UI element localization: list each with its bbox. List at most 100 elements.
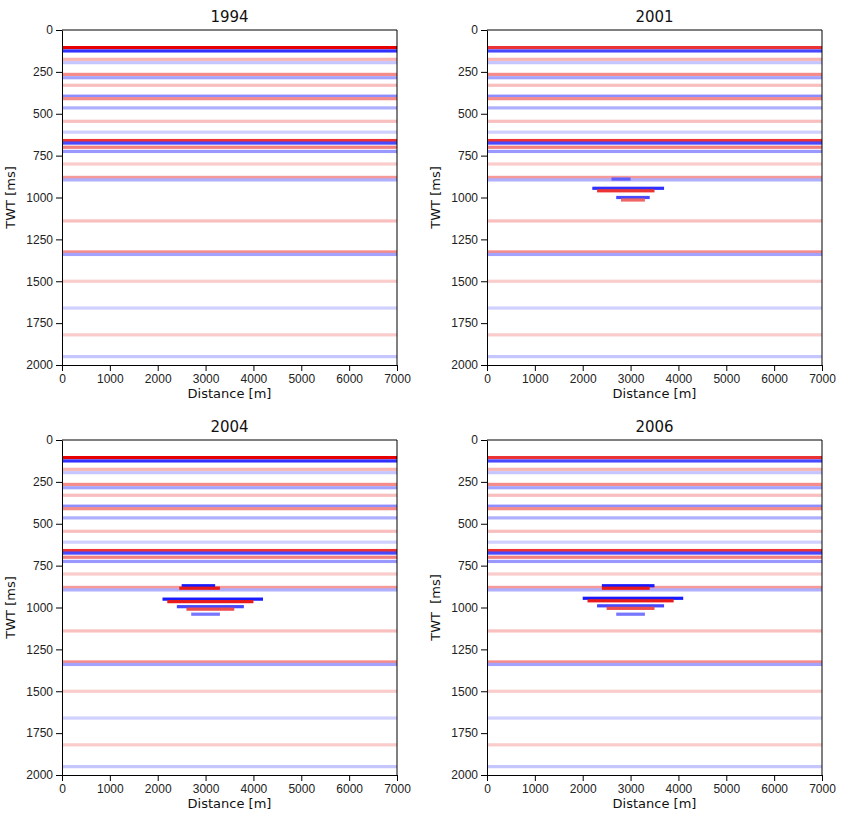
tick-label: 2000: [451, 358, 478, 372]
tick-mark: [774, 775, 775, 781]
axis-line: [62, 31, 63, 366]
tick-mark: [481, 691, 487, 692]
tick-label: 3000: [193, 372, 220, 386]
tick: 0: [46, 433, 62, 447]
tick-mark: [56, 323, 62, 324]
tick: 1000: [522, 775, 549, 796]
reflector: [487, 551, 822, 554]
tick-mark: [56, 733, 62, 734]
tick-mark: [481, 524, 487, 525]
tick-label: 5000: [288, 372, 315, 386]
reflector: [487, 507, 822, 510]
reflector: [62, 572, 397, 575]
tick: 750: [33, 559, 62, 573]
reflector: [62, 483, 397, 486]
reflector: [487, 560, 822, 563]
panel: 0100020003000400050006000700002505007501…: [3, 418, 411, 811]
tick: 1000: [26, 191, 62, 205]
tick-label: 750: [458, 149, 478, 163]
tick-mark: [583, 365, 584, 371]
reflector: [487, 716, 822, 719]
reflector: [487, 483, 822, 486]
tick: 0: [46, 23, 62, 37]
reflector: [487, 73, 822, 76]
reflector: [62, 355, 397, 358]
reflector: [602, 587, 650, 590]
axis-line: [487, 31, 488, 366]
reflector: [487, 58, 822, 61]
tick-mark: [481, 198, 487, 199]
reflector: [62, 456, 397, 459]
reflector: [62, 556, 397, 559]
tick-label: 1250: [26, 643, 53, 657]
tick: 1750: [26, 316, 62, 330]
reflector: [62, 120, 397, 123]
tick-mark: [158, 775, 159, 781]
tick-label: 1000: [97, 372, 124, 386]
tick-mark: [535, 775, 536, 781]
tick-mark: [56, 156, 62, 157]
reflector: [62, 280, 397, 283]
tick-mark: [481, 281, 487, 282]
tick-label: 2000: [26, 358, 53, 372]
tick-mark: [206, 775, 207, 781]
tick-mark: [56, 365, 62, 366]
tick: 7000: [809, 775, 836, 796]
tick: 1750: [26, 726, 62, 740]
reflector: [487, 106, 822, 109]
tick-label: 1000: [451, 601, 478, 615]
y-axis-title: TWT [ms]: [428, 166, 443, 229]
reflector: [62, 530, 397, 533]
tick-mark: [583, 775, 584, 781]
tick-mark: [481, 156, 487, 157]
axis-line: [63, 775, 398, 776]
x-axis: 01000200030004000500060007000: [59, 775, 411, 796]
tick-mark: [822, 775, 823, 781]
tick-label: 250: [33, 475, 53, 489]
tick: 0: [59, 365, 66, 386]
tick: 2000: [26, 358, 62, 372]
tick: 3000: [618, 365, 645, 386]
tick-mark: [481, 239, 487, 240]
tick: 4000: [666, 775, 693, 796]
reflector: [487, 219, 822, 222]
tick-mark: [56, 775, 62, 776]
tick: 2000: [451, 768, 487, 782]
tick: 500: [458, 517, 487, 531]
x-axis-title: Distance [m]: [188, 796, 272, 811]
reflector: [621, 198, 645, 201]
tick-label: 250: [458, 475, 478, 489]
y-axis: 025050075010001250150017502000: [451, 23, 487, 372]
tick-mark: [349, 365, 350, 371]
axis-line: [488, 365, 823, 366]
plot-background: [62, 30, 397, 365]
tick-label: 6000: [336, 372, 363, 386]
y-axis-title: TWT [ms]: [3, 576, 18, 639]
frame: [822, 30, 823, 365]
tick-label: 1500: [26, 685, 53, 699]
tick-mark: [678, 365, 679, 371]
figure: 0100020003000400050006000700002505007501…: [0, 0, 855, 820]
reflector: [62, 516, 397, 519]
reflector: [487, 459, 822, 462]
tick: 250: [33, 65, 62, 79]
tick-label: 2000: [26, 768, 53, 782]
reflector: [62, 97, 397, 100]
tick: 250: [458, 475, 487, 489]
reflector: [62, 471, 397, 474]
reflector: [62, 541, 397, 544]
reflector: [487, 141, 822, 144]
tick: 5000: [288, 365, 315, 386]
tick: 1500: [26, 275, 62, 289]
tick-label: 1250: [451, 643, 478, 657]
tick: 3000: [193, 365, 220, 386]
tick: 7000: [384, 365, 411, 386]
tick-mark: [726, 775, 727, 781]
panel: 0100020003000400050006000700002505007501…: [428, 418, 836, 811]
tick-mark: [56, 566, 62, 567]
frame: [822, 440, 823, 775]
tick-label: 1000: [451, 191, 478, 205]
panel: 0100020003000400050006000700002505007501…: [3, 8, 411, 401]
data-area: [62, 456, 397, 768]
panel: 0100020003000400050006000700002505007501…: [428, 8, 836, 401]
